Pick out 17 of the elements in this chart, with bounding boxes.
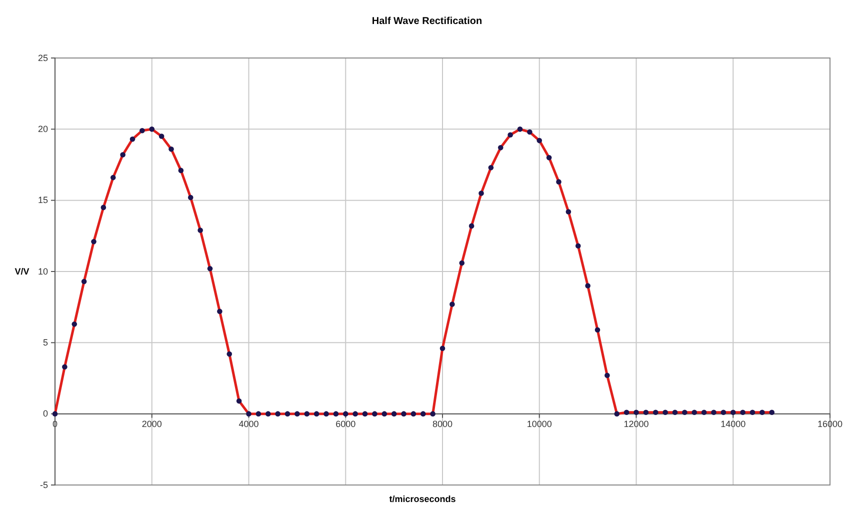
x-tick-label: 12000 [624,419,649,430]
x-tick-label: 6000 [336,419,356,430]
y-tick-label: 20 [38,124,48,134]
y-axis-title: V/V [14,266,30,276]
y-tick-label: 25 [38,52,48,63]
x-tick-label: 10000 [526,419,552,430]
chart-title: Half Wave Rectification [372,16,482,27]
x-tick-label: 2000 [142,419,162,430]
x-tick-label: 8000 [432,419,453,430]
x-tick-label: 4000 [238,419,259,430]
y-tick-label: 5 [42,338,48,348]
x-tick-label: 14000 [720,419,746,430]
y-tick-label: -5 [40,480,48,490]
y-tick-label: 15 [38,195,48,206]
y-tick-label: 0 [42,408,48,419]
x-axis-title: t/microseconds [389,494,456,504]
y-tick-label: 10 [38,266,48,276]
